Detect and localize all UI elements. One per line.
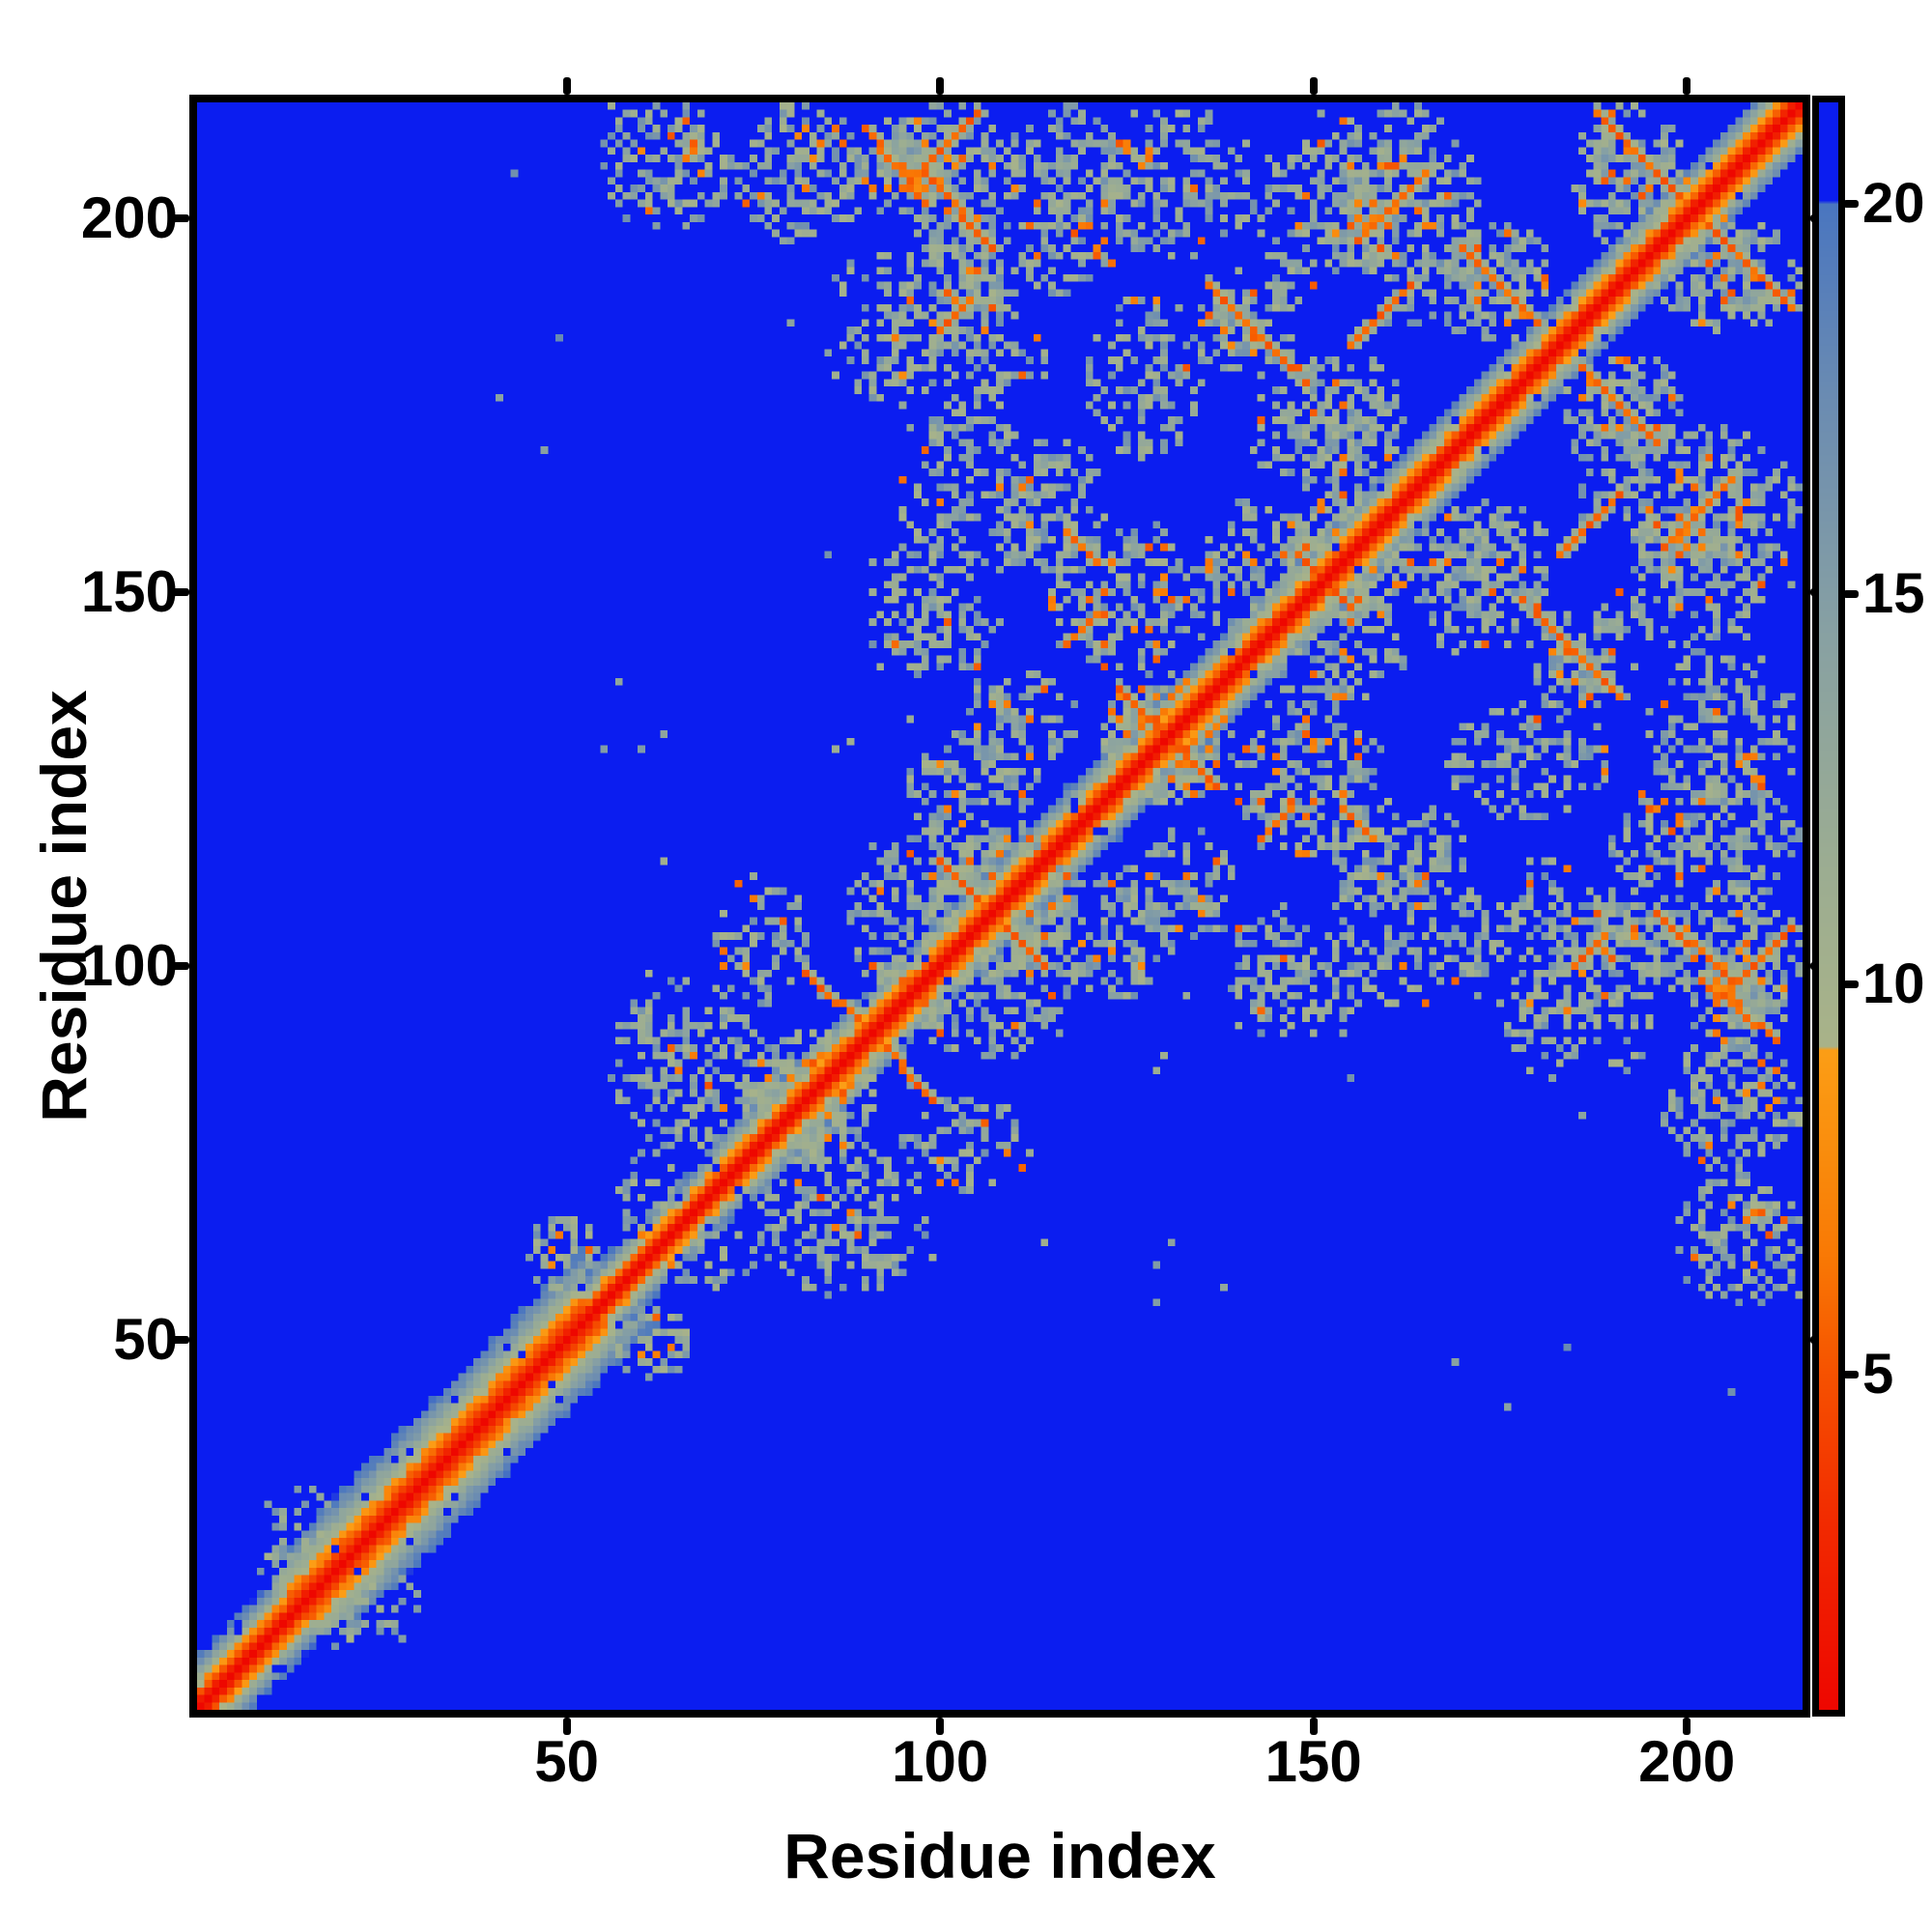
y-tick-label: 200 <box>80 185 178 250</box>
colorbar-tick-mark <box>1843 200 1859 208</box>
colorbar-tick-label: 20 <box>1862 172 1925 235</box>
x-tick-mark-bottom <box>1309 1718 1318 1735</box>
x-axis-label: Residue index <box>783 1820 1216 1891</box>
x-tick-label: 150 <box>1264 1729 1362 1794</box>
x-tick-mark-bottom <box>1683 1718 1691 1735</box>
y-tick-mark-left <box>172 961 189 970</box>
colorbar-tick-mark <box>1843 1370 1859 1378</box>
plot-border <box>189 95 1810 1718</box>
colorbar-gradient <box>1819 102 1838 1710</box>
x-tick-label: 100 <box>892 1729 989 1794</box>
colorbar-tick-mark <box>1843 589 1859 598</box>
residue-distance-heatmap <box>197 102 1803 1710</box>
y-tick-label: 150 <box>80 558 178 624</box>
colorbar-tick-label: 15 <box>1862 561 1925 625</box>
x-tick-mark-top <box>562 77 571 95</box>
y-tick-mark-left <box>172 587 189 596</box>
colorbar-border <box>1812 96 1845 1717</box>
y-tick-label: 100 <box>80 932 178 998</box>
colorbar-tick-label: 10 <box>1862 952 1925 1015</box>
colorbar-tick-mark <box>1843 980 1859 988</box>
x-tick-mark-top <box>1683 77 1691 95</box>
x-tick-mark-top <box>936 77 945 95</box>
x-tick-label: 200 <box>1638 1729 1736 1794</box>
x-tick-label: 50 <box>534 1729 600 1794</box>
y-tick-label: 50 <box>113 1306 178 1372</box>
x-tick-mark-top <box>1309 77 1318 95</box>
y-tick-mark-left <box>172 213 189 222</box>
y-tick-mark-left <box>172 1335 189 1344</box>
y-axis-label: Residue index <box>28 690 99 1122</box>
x-tick-mark-bottom <box>936 1718 945 1735</box>
x-tick-mark-bottom <box>562 1718 571 1735</box>
colorbar-tick-label: 5 <box>1862 1342 1894 1406</box>
